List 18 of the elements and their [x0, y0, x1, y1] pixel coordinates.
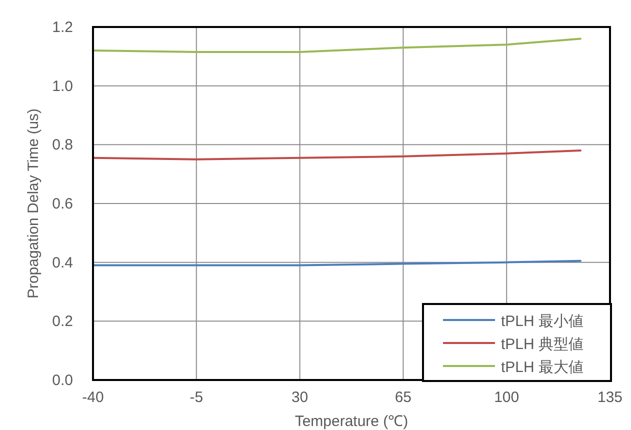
y-axis-title: Propagation Delay Time (us): [25, 108, 42, 299]
legend-label: tPLH 最大値: [501, 359, 584, 376]
y-tick-label: 0.2: [52, 313, 73, 330]
x-axis-title: Temperature (℃): [294, 413, 408, 430]
x-tick-label: 65: [394, 389, 412, 406]
x-tick-label: 100: [494, 389, 520, 406]
y-tick-label: 0.0: [52, 372, 73, 389]
x-tick-label: -40: [82, 389, 104, 406]
y-tick-label: 1.2: [52, 19, 73, 36]
x-tick-label: -5: [190, 389, 204, 406]
y-tick-label: 1.0: [52, 78, 73, 95]
x-tick-label: 30: [291, 389, 308, 406]
x-tick-label: 135: [597, 389, 623, 406]
y-tick-label: 0.4: [52, 254, 73, 272]
y-tick-label: 0.8: [52, 136, 73, 154]
legend-label: tPLH 最小値: [501, 313, 584, 330]
legend-label: tPLH 典型値: [501, 336, 584, 353]
y-tick-label: 0.6: [52, 196, 73, 212]
